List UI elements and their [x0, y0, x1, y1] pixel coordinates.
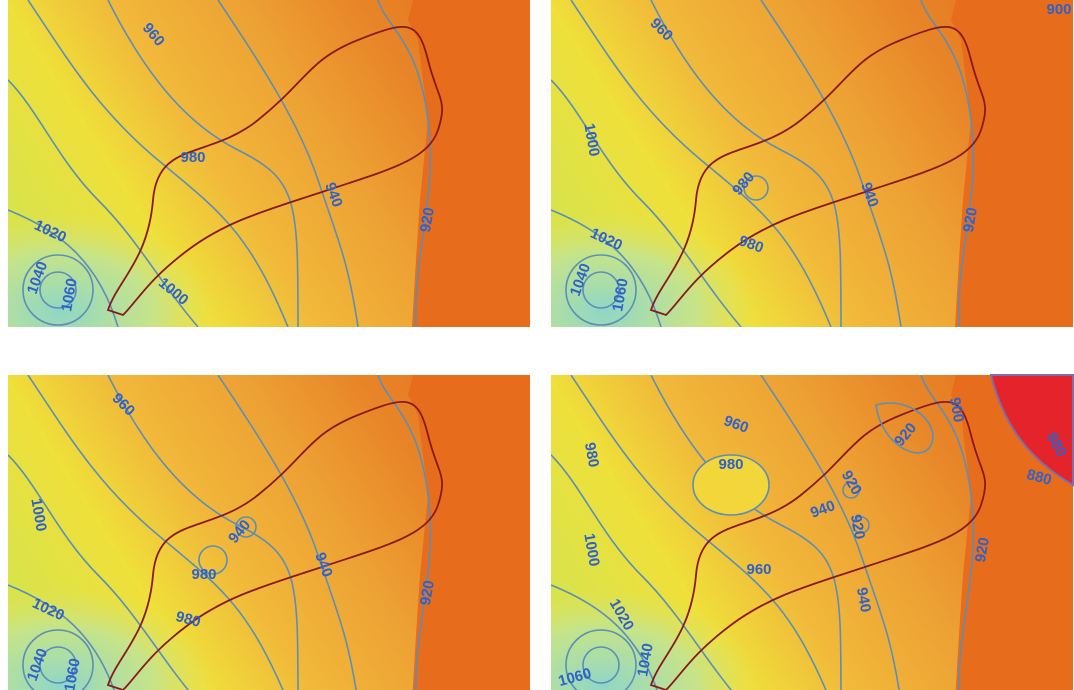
map-panel: 960 980 940 920 1020 1040 1060 1000: [8, 0, 530, 327]
map-panel: 960 980 980 900 920 920 940 920 880 880 …: [551, 375, 1073, 690]
map-panel: 960 1000 940 980 980 940 920 1020 1040 1…: [8, 375, 530, 690]
map-panel: 960 1000 980 980 940 920 1020 1040 1060 …: [551, 0, 1073, 327]
contour-label: 980: [180, 149, 205, 166]
contour-label: 960: [746, 561, 771, 578]
contour-label: 980: [191, 566, 216, 583]
map-figure: 960 980 940 920 1020 1040 1060 1000 960 …: [0, 0, 1074, 690]
contour-label: 980: [718, 456, 743, 473]
contour-label: 900: [1046, 1, 1071, 18]
